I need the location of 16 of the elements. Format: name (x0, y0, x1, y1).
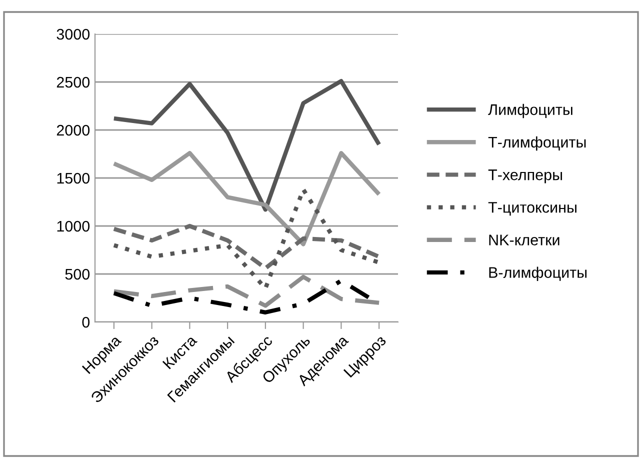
legend-label: NK-клетки (489, 234, 560, 246)
y-tick-label: 3000 (56, 28, 90, 40)
line-series (112, 78, 382, 212)
y-tick-label: 2500 (56, 76, 90, 88)
legend-label: Т-хелперы (488, 170, 562, 184)
y-tick-label: 0 (82, 316, 90, 328)
y-tick-label: 500 (65, 268, 90, 280)
legend-label: Т-цитоксины (488, 202, 576, 216)
y-tick-label: 2000 (56, 124, 90, 136)
line-series (112, 224, 382, 270)
legend-label: Лимфоциты (488, 104, 572, 118)
line-series (112, 274, 382, 308)
y-tick-label: 1500 (57, 172, 90, 184)
y-tick-label: 1000 (57, 220, 90, 232)
legend-label: B-лимфоциты (489, 266, 587, 281)
legend-label: Т-лимфоциты (488, 136, 586, 151)
